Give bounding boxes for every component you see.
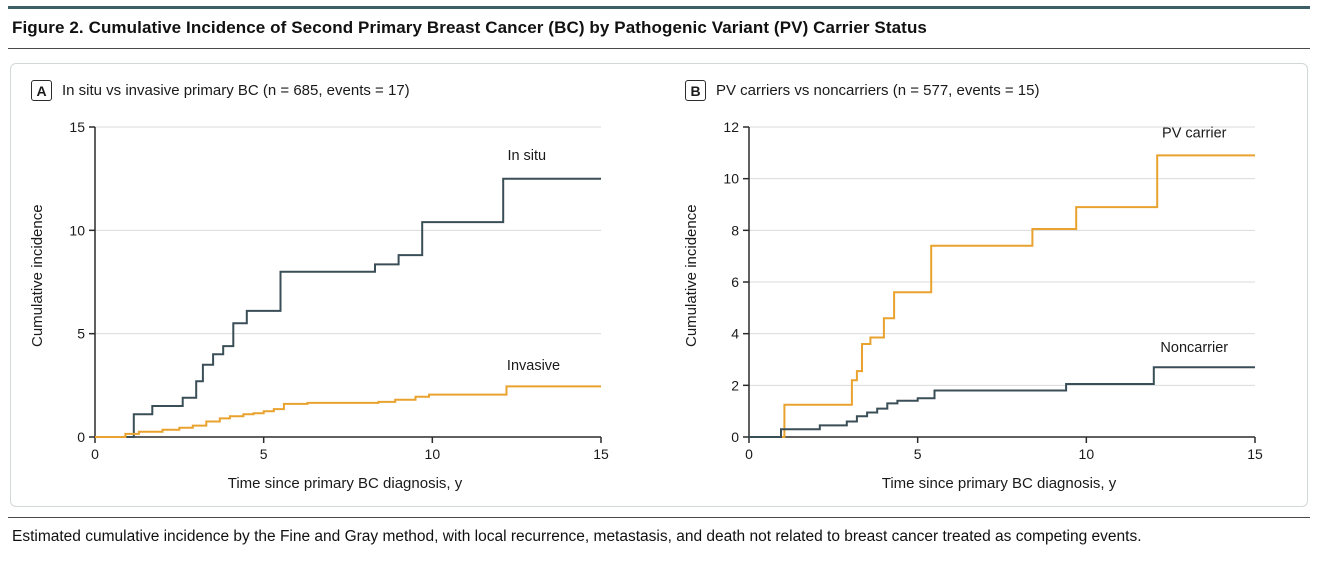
y-tick-label: 0 xyxy=(731,429,739,445)
figure-box: A In situ vs invasive primary BC (n = 68… xyxy=(10,63,1308,507)
panel-a-letter-badge: A xyxy=(31,80,52,101)
panel-a-x-axis-label: Time since primary BC diagnosis, y xyxy=(227,475,463,492)
x-tick-label: 10 xyxy=(1079,446,1095,462)
y-tick-label: 5 xyxy=(77,326,85,342)
x-tick-label: 0 xyxy=(745,446,753,462)
series-line xyxy=(95,385,601,438)
x-tick-label: 15 xyxy=(1247,446,1263,462)
panel-a-header: A In situ vs invasive primary BC (n = 68… xyxy=(31,80,629,101)
panel-b-chart: 0 5 10 15 0 2 4 6 8 10 12 PV carrier Noncarrier xyxy=(723,119,1263,462)
y-tick-label: 12 xyxy=(723,119,739,135)
series-label: Noncarrier xyxy=(1160,340,1228,356)
y-tick-label: 8 xyxy=(731,222,739,238)
series-line xyxy=(749,366,1255,438)
panel-b-title: PV carriers vs noncarriers (n = 577, eve… xyxy=(716,82,1040,99)
panel-b-x-axis-label: Time since primary BC diagnosis, y xyxy=(881,475,1117,492)
y-tick-label: 6 xyxy=(731,274,739,290)
series-label: PV carrier xyxy=(1162,125,1227,141)
panel-b-letter-badge: B xyxy=(685,80,706,101)
panel-b: B PV carriers vs noncarriers (n = 577, e… xyxy=(683,78,1283,502)
figure-title: Figure 2. Cumulative Incidence of Second… xyxy=(12,18,927,37)
x-tick-label: 10 xyxy=(425,446,441,462)
x-tick-label: 0 xyxy=(91,446,99,462)
x-tick-label: 5 xyxy=(260,446,268,462)
panel-b-chart-row: Cumulative incidence 0 5 10 15 0 2 4 6 8 10 12 PV c… xyxy=(683,111,1283,471)
figure-caption: Estimated cumulative incidence by the Fi… xyxy=(12,528,1142,545)
panel-a-y-axis-label: Cumulative incidence xyxy=(29,204,46,348)
series-label: In situ xyxy=(507,148,546,164)
series-line xyxy=(95,177,601,438)
panel-b-y-axis-label: Cumulative incidence xyxy=(683,204,700,348)
series-line xyxy=(749,154,1255,438)
y-tick-label: 4 xyxy=(731,326,739,342)
y-tick-label: 0 xyxy=(77,429,85,445)
title-block: Figure 2. Cumulative Incidence of Second… xyxy=(8,6,1310,49)
y-tick-label: 15 xyxy=(69,119,85,135)
panel-a-chart: 0 5 10 15 0 5 10 15 In situ Invasive xyxy=(69,119,609,462)
panel-a-chart-row: Cumulative incidence 0 5 10 15 0 5 10 15 In situ… xyxy=(29,111,629,471)
panel-a: A In situ vs invasive primary BC (n = 68… xyxy=(29,78,629,502)
panel-a-title: In situ vs invasive primary BC (n = 685,… xyxy=(62,82,410,99)
footer-divider xyxy=(8,517,1310,518)
y-tick-label: 10 xyxy=(69,222,85,238)
x-tick-label: 15 xyxy=(593,446,609,462)
y-tick-label: 2 xyxy=(731,377,739,393)
panel-b-header: B PV carriers vs noncarriers (n = 577, e… xyxy=(685,80,1283,101)
series-label: Invasive xyxy=(507,358,560,374)
y-tick-label: 10 xyxy=(723,171,739,187)
x-tick-label: 5 xyxy=(914,446,922,462)
